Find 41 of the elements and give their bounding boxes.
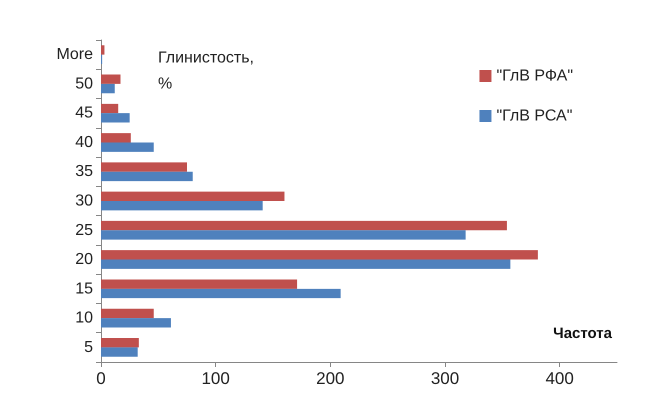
bar: [101, 338, 139, 348]
bar: [101, 288, 341, 298]
bar: [101, 201, 263, 210]
bar: [101, 308, 154, 318]
x-tick-label: 300: [430, 369, 460, 388]
y-tick-label: 30: [75, 192, 94, 210]
y-tick-label: 5: [84, 338, 94, 356]
y-tick-label: 40: [75, 134, 94, 151]
bar: [101, 162, 187, 172]
y-tick-label: 25: [75, 222, 94, 239]
x-tick-label: 200: [316, 369, 345, 388]
y-tick-label: More: [56, 46, 94, 64]
bar: [101, 113, 130, 123]
bar: [101, 220, 507, 230]
x-axis-title: Частота: [553, 325, 613, 342]
y-tick-label: 35: [75, 163, 94, 180]
y-tick-label: 50: [75, 75, 94, 92]
bar: [101, 133, 131, 142]
y-tick-label: 45: [75, 104, 94, 122]
bar: [101, 172, 193, 182]
bar: [101, 104, 118, 114]
y-tick-label: 20: [75, 251, 94, 268]
x-tick-label: 0: [96, 369, 106, 388]
legend-label: "ГлВ РСА": [496, 108, 572, 124]
bar: [101, 84, 115, 94]
bar: [101, 142, 154, 152]
bar: [101, 347, 138, 357]
x-tick-label: 400: [545, 369, 574, 388]
legend-label: "ГлВ РФА": [496, 68, 574, 84]
bar: [101, 250, 538, 260]
bar: [101, 279, 298, 289]
y-tick-label: 15: [75, 280, 94, 298]
bar: [101, 192, 284, 201]
bar: [101, 230, 466, 240]
bar: [101, 260, 510, 269]
text: Глинистость, %: [158, 50, 254, 92]
bar: [101, 318, 171, 328]
x-tick-label: 100: [201, 369, 230, 388]
y-tick-label: 10: [75, 310, 94, 327]
bar: [101, 45, 104, 55]
bar: [101, 74, 120, 84]
